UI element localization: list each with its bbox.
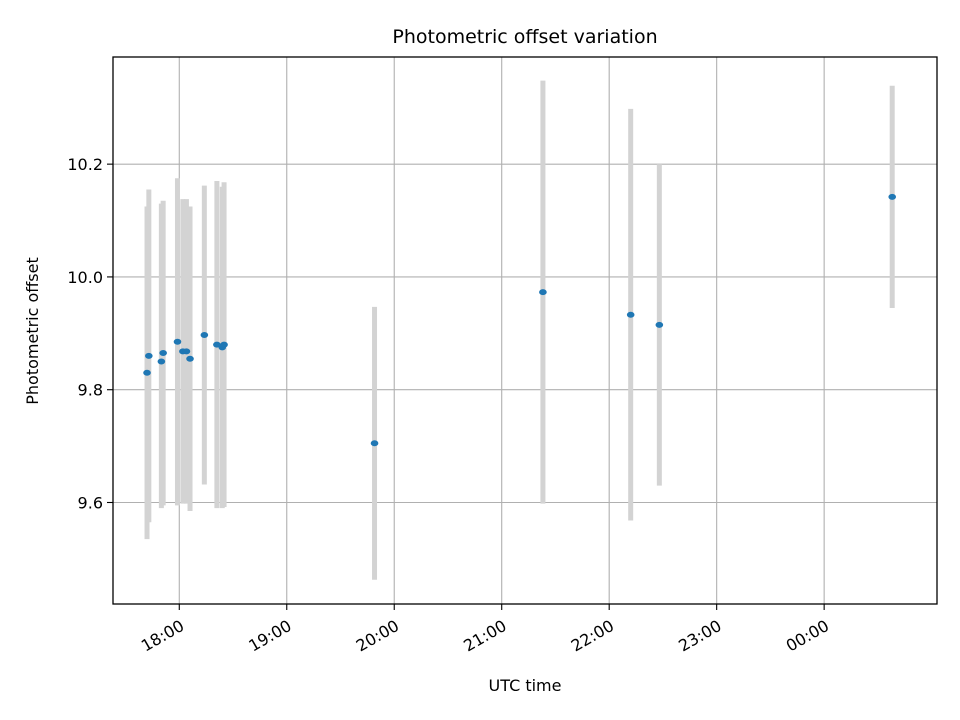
data-point — [220, 341, 228, 348]
data-point — [186, 355, 194, 362]
y-axis: 9.6 9.8 10.0 10.2 — [67, 155, 113, 512]
data-point — [157, 358, 166, 365]
grid — [113, 57, 937, 604]
x-tick-label: 23:00 — [675, 616, 724, 656]
data-point — [182, 348, 191, 355]
x-axis: 18:00 19:00 20:00 21:00 22:00 23:00 00:00 — [138, 604, 832, 656]
chart-title: Photometric offset variation — [392, 26, 657, 48]
x-tick-label: 19:00 — [245, 616, 294, 656]
y-tick-label: 10.2 — [67, 155, 103, 174]
y-tick-label: 9.8 — [78, 381, 103, 400]
data-point — [213, 341, 221, 348]
data-point — [200, 332, 209, 339]
x-axis-label: UTC time — [489, 676, 562, 695]
plot-frame — [112, 56, 938, 605]
y-tick-label: 9.6 — [78, 493, 103, 512]
data-point — [159, 350, 167, 357]
data-point — [888, 193, 897, 200]
x-tick-label: 18:00 — [138, 616, 187, 656]
data-point — [173, 338, 182, 345]
x-tick-label: 20:00 — [353, 616, 402, 656]
x-tick-label: 22:00 — [568, 616, 617, 656]
data-points — [143, 193, 897, 447]
x-tick-label: 00:00 — [783, 616, 832, 656]
data-point — [143, 369, 151, 376]
y-axis-label: Photometric offset — [23, 257, 42, 405]
data-point — [539, 289, 547, 296]
data-point — [626, 311, 635, 318]
y-tick-label: 10.0 — [67, 268, 103, 287]
data-point — [655, 321, 664, 328]
data-point — [370, 440, 379, 447]
data-point — [145, 352, 153, 359]
x-tick-label: 21:00 — [460, 616, 509, 656]
error-bars — [144, 80, 895, 580]
